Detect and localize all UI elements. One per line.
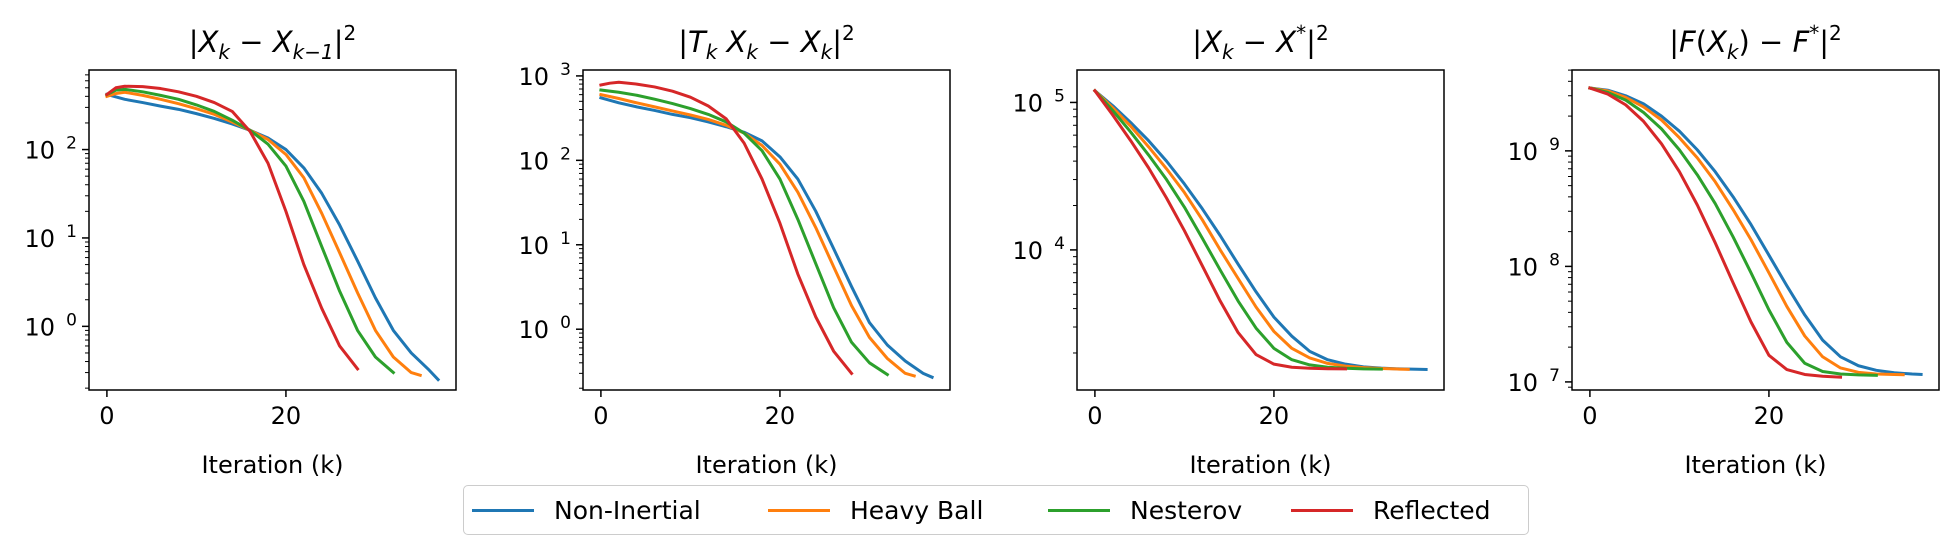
x-tick-label: 20 — [1259, 402, 1290, 430]
chart-title: |Xk − X*|2 — [1192, 21, 1328, 64]
y-tick-exponent: 2 — [66, 134, 77, 154]
series-line-reflected — [104, 84, 360, 372]
chart-panel-1: 0 20 10 0 10 1 10 2 Iteration (k) |Xk − Xk−1|2 — [24, 21, 457, 479]
y-tick-label: 10 — [24, 313, 55, 341]
series-line-non-inertial — [105, 92, 441, 382]
plot-frame — [1571, 69, 1940, 391]
legend-item-reflected: Reflected — [1291, 486, 1491, 534]
legend-label: Heavy Ball — [850, 495, 984, 525]
y-tick-label: 10 — [1507, 253, 1538, 281]
y-tick-label: 10 — [518, 316, 549, 344]
legend-item-heavy-ball: Heavy Ball — [768, 486, 983, 534]
y-tick-label: 10 — [518, 232, 549, 260]
x-tick-label: 20 — [271, 402, 302, 430]
legend-label: Non-Inertial — [554, 495, 701, 525]
series-line-non-inertial — [1092, 88, 1428, 372]
legend-line-nesterov — [1048, 508, 1110, 512]
y-tick-label: 10 — [1507, 138, 1538, 166]
x-axis-label: Iteration (k) — [1684, 451, 1826, 479]
legend-item-nesterov: Nesterov — [1048, 486, 1242, 534]
series-line-heavy-ball — [105, 90, 423, 378]
legend: Non-Inertial Heavy Ball Nesterov Reflect… — [463, 485, 1529, 535]
chart-panel-4: 0 20 10 7 10 8 10 9 Iteration (k) |F(Xk) − F*|2 — [1507, 21, 1940, 479]
y-tick-exponent: 9 — [1549, 135, 1560, 155]
x-tick-label: 0 — [1087, 402, 1102, 430]
x-axis-label: Iteration (k) — [695, 451, 837, 479]
legend-line-reflected — [1291, 508, 1353, 512]
series-line-reflected — [1092, 88, 1348, 371]
y-tick-label: 10 — [1507, 369, 1538, 397]
series-line-heavy-ball — [1588, 86, 1905, 377]
y-tick-exponent: 4 — [1054, 234, 1065, 254]
series-line-reflected — [1587, 86, 1843, 379]
y-tick-label: 10 — [24, 225, 55, 253]
y-tick-exponent: 1 — [560, 229, 571, 249]
legend-item-non-inertial: Non-Inertial — [472, 486, 701, 534]
chart-title: |Xk − Xk−1|2 — [189, 21, 356, 64]
y-tick-label: 10 — [24, 137, 55, 165]
legend-label: Reflected — [1373, 495, 1491, 525]
series-line-non-inertial — [599, 95, 935, 380]
series-line-nesterov — [104, 87, 396, 375]
x-tick-label: 0 — [99, 402, 114, 430]
y-tick-exponent: 3 — [560, 60, 571, 80]
y-tick-exponent: 1 — [66, 222, 77, 242]
series-line-non-inertial — [1588, 86, 1923, 377]
chart-panel-3: 0 20 10 4 10 5 Iteration (k) |Xk − X*|2 — [1012, 21, 1445, 479]
y-tick-label: 10 — [1012, 237, 1043, 265]
y-tick-exponent: 0 — [560, 313, 571, 333]
legend-line-non-inertial — [472, 508, 534, 512]
series-line-reflected — [599, 80, 854, 376]
x-tick-label: 20 — [765, 402, 796, 430]
x-tick-label: 0 — [1582, 402, 1597, 430]
y-tick-exponent: 8 — [1549, 250, 1560, 270]
y-tick-exponent: 0 — [66, 310, 77, 330]
x-tick-label: 0 — [593, 402, 608, 430]
y-tick-exponent: 7 — [1549, 366, 1560, 386]
x-axis-label: Iteration (k) — [1189, 451, 1331, 479]
legend-label: Nesterov — [1130, 495, 1243, 525]
plot-frame — [88, 69, 457, 391]
x-axis-label: Iteration (k) — [201, 451, 343, 479]
y-tick-label: 10 — [1012, 89, 1043, 117]
y-tick-label: 10 — [518, 63, 549, 91]
series-line-nesterov — [1588, 86, 1878, 377]
y-tick-exponent: 5 — [1054, 86, 1065, 106]
series-line-nesterov — [599, 88, 890, 377]
plot-frame — [582, 69, 951, 391]
plot-frame — [1076, 69, 1445, 391]
chart-title: |Tk Xk − Xk|2 — [678, 21, 855, 64]
y-tick-label: 10 — [518, 147, 549, 175]
y-tick-exponent: 2 — [560, 144, 571, 164]
series-line-heavy-ball — [599, 92, 917, 378]
legend-line-heavy-ball — [768, 508, 830, 512]
x-tick-label: 20 — [1754, 402, 1785, 430]
chart-title: |F(Xk) − F*|2 — [1669, 21, 1842, 64]
chart-panel-2: 0 20 10 0 10 1 10 2 10 3 Iteration (k) |Tk Xk − Xk|… — [518, 21, 951, 479]
